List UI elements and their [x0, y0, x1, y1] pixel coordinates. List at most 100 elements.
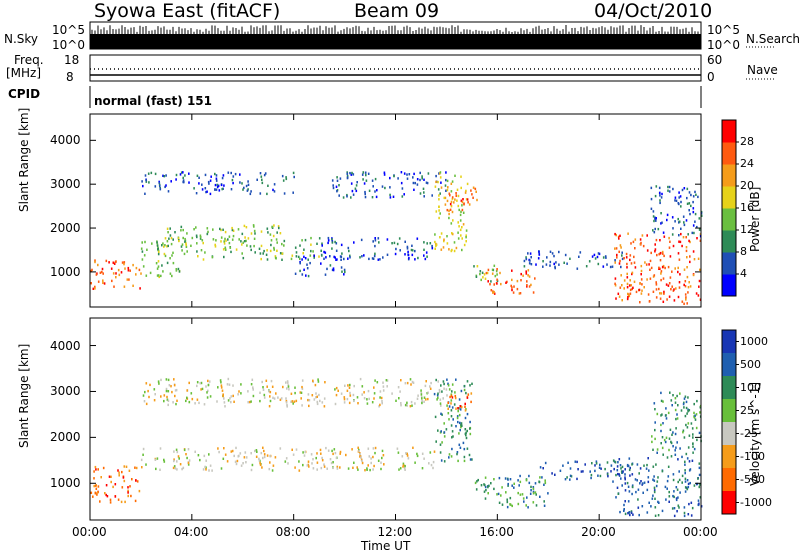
range-gate-cell — [448, 192, 451, 195]
range-gate-cell — [113, 285, 115, 288]
range-gate-cell — [167, 190, 170, 193]
range-gate-cell — [346, 193, 348, 197]
range-gate-cell — [491, 268, 494, 271]
range-gate-cell — [448, 209, 450, 212]
range-gate-cell — [313, 254, 315, 257]
range-gate-cell — [699, 496, 702, 499]
range-gate-cell — [273, 190, 276, 193]
range-gate-cell — [141, 466, 143, 469]
colorbar-segment — [722, 164, 736, 187]
range-gate-cell — [380, 461, 382, 464]
range-gate-cell — [323, 257, 325, 260]
range-gate-cell — [451, 447, 453, 451]
range-gate-cell — [102, 281, 104, 284]
range-gate-cell — [682, 402, 685, 406]
range-gate-cell — [629, 466, 631, 470]
range-gate-cell — [364, 195, 367, 199]
range-gate-cell — [429, 387, 432, 390]
range-gate-cell — [669, 255, 672, 258]
range-gate-cell — [222, 174, 225, 177]
range-gate-cell — [683, 283, 685, 287]
range-gate-cell — [654, 408, 656, 411]
range-gate-cell — [406, 173, 408, 176]
range-gate-cell — [441, 441, 443, 444]
range-gate-cell — [663, 292, 665, 295]
range-gate-cell — [275, 238, 278, 241]
range-gate-cell — [380, 396, 383, 400]
range-gate-cell — [448, 453, 451, 456]
range-gate-cell — [411, 404, 413, 407]
range-gate-cell — [631, 271, 634, 274]
range-gate-cell — [210, 175, 212, 178]
range-gate-cell — [425, 181, 428, 184]
range-gate-cell — [467, 201, 469, 204]
range-gate-cell — [303, 454, 306, 457]
range-gate-cell — [224, 230, 227, 234]
range-gate-cell — [631, 463, 633, 466]
range-gate-cell — [466, 429, 468, 433]
range-gate-cell — [188, 172, 190, 175]
range-gate-cell — [136, 480, 139, 483]
range-gate-cell — [655, 283, 658, 286]
range-gate-cell — [240, 383, 242, 386]
range-gate-cell — [440, 430, 442, 433]
range-gate-cell — [519, 474, 521, 478]
range-gate-cell — [299, 257, 301, 260]
range-gate-cell — [261, 178, 263, 181]
range-gate-cell — [130, 494, 132, 498]
range-gate-cell — [679, 195, 682, 198]
range-gate-cell — [109, 501, 112, 504]
range-gate-cell — [368, 257, 370, 261]
range-gate-cell — [127, 494, 129, 498]
range-gate-cell — [698, 217, 701, 220]
range-gate-cell — [690, 422, 693, 425]
range-gate-cell — [316, 402, 319, 406]
range-gate-cell — [276, 231, 278, 234]
range-gate-cell — [688, 502, 690, 506]
range-gate-cell — [400, 402, 402, 405]
range-gate-cell — [659, 191, 661, 195]
range-gate-cell — [469, 458, 472, 461]
range-gate-cell — [525, 270, 527, 273]
range-gate-cell — [280, 397, 283, 400]
range-gate-cell — [509, 503, 511, 506]
range-gate-cell — [372, 257, 375, 260]
range-gate-cell — [616, 253, 618, 257]
range-gate-cell — [218, 450, 220, 454]
range-gate-cell — [511, 286, 513, 289]
range-gate-cell — [669, 276, 672, 279]
range-gate-cell — [175, 173, 178, 177]
range-gate-cell — [528, 285, 531, 288]
range-gate-cell — [674, 453, 677, 456]
range-gate-cell — [459, 446, 462, 449]
range-gate-cell — [538, 480, 541, 484]
range-gate-cell — [148, 181, 150, 184]
range-gate-cell — [688, 202, 691, 205]
range-gate-cell — [255, 449, 258, 452]
range-gate-cell — [459, 428, 461, 432]
range-gate-cell — [676, 488, 679, 491]
range-gate-cell — [506, 500, 509, 504]
range-gate-cell — [377, 258, 380, 261]
range-gate-cell — [673, 299, 676, 302]
range-gate-cell — [661, 221, 663, 224]
range-gate-cell — [204, 251, 206, 254]
range-gate-cell — [105, 493, 107, 497]
range-gate-cell — [667, 475, 670, 478]
range-gate-cell — [246, 189, 249, 192]
range-gate-cell — [114, 260, 117, 264]
range-gate-cell — [158, 382, 160, 385]
range-gate-cell — [642, 244, 645, 248]
range-gate-cell — [456, 188, 459, 191]
colorbar-tick-label: 8 — [740, 245, 747, 258]
range-gate-cell — [628, 511, 631, 514]
range-gate-cell — [270, 243, 272, 247]
range-gate-cell — [506, 280, 508, 284]
range-gate-cell — [182, 171, 184, 174]
range-gate-cell — [327, 241, 329, 245]
range-gate-cell — [265, 379, 268, 382]
range-gate-cell — [686, 412, 688, 415]
range-gate-cell — [97, 491, 99, 494]
range-gate-cell — [223, 242, 226, 245]
range-gate-cell — [437, 396, 439, 400]
